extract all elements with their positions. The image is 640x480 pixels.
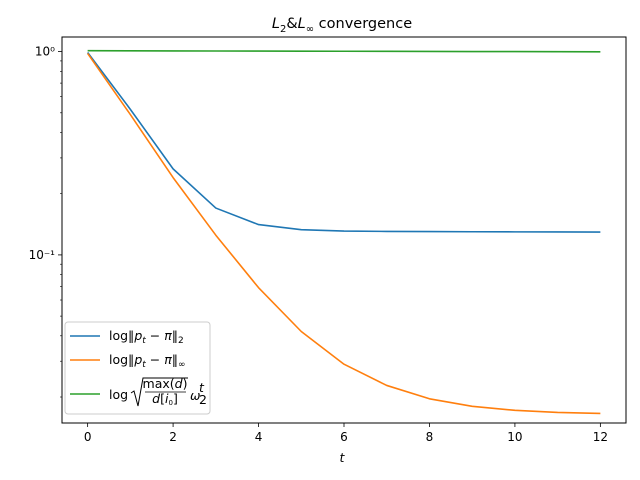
x-tick-label: 8 <box>426 430 434 444</box>
svg-text:ω: ω <box>190 388 200 403</box>
svg-text:max(d): max(d) <box>143 376 188 391</box>
plot-area <box>86 49 601 415</box>
legend-label-bound: log max(d) d[i0] ω 2 t <box>109 376 207 407</box>
x-tick-label: 6 <box>340 430 348 444</box>
series-line-0 <box>87 52 601 233</box>
axes: 0 2 4 6 8 10 12 10⁰ 10⁻¹ <box>29 36 627 444</box>
x-tick-label: 2 <box>169 430 177 444</box>
series-line-2 <box>87 49 601 53</box>
legend-label-linf: log‖pt − π‖∞ <box>109 352 185 370</box>
y-tick-label: 10⁰ <box>35 45 55 59</box>
legend-label-l2: log‖pt − π‖2 <box>109 328 184 346</box>
x-tick-label: 10 <box>507 430 522 444</box>
svg-text:log: log <box>109 387 128 402</box>
svg-text:d[i0]: d[i0] <box>152 391 178 407</box>
svg-text:2: 2 <box>199 392 207 407</box>
legend: log‖pt − π‖2 log‖pt − π‖∞ log max(d) d[i… <box>64 321 211 415</box>
y-tick-label: 10⁻¹ <box>29 248 56 262</box>
chart-title: L2&L∞ convergence <box>272 16 412 35</box>
x-tick-label: 0 <box>84 430 92 444</box>
x-tick-label: 4 <box>255 430 263 444</box>
sqrt-sign <box>130 377 188 407</box>
x-axis-label: t <box>340 450 346 465</box>
legend-frame <box>64 321 211 415</box>
x-tick-label: 12 <box>593 430 608 444</box>
svg-text:t: t <box>199 380 205 395</box>
series-line-1 <box>86 52 601 415</box>
